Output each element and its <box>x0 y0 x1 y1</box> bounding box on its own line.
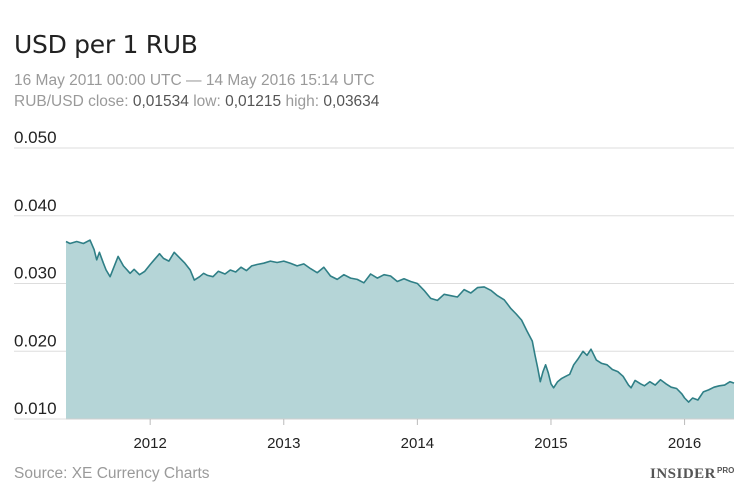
source-note: Source: XE Currency Charts <box>14 465 210 482</box>
stats-line: RUB/USD close: 0,01534 low: 0,01215 high… <box>14 93 379 111</box>
stats-close-label: RUB/USD close: <box>14 93 129 110</box>
y-tick-label: 0.030 <box>14 264 57 283</box>
chart-title: USD per 1 RUB <box>14 30 198 59</box>
y-tick-label: 0.010 <box>14 399 57 418</box>
y-tick-label: 0.040 <box>14 196 57 215</box>
x-tick-label: 2012 <box>133 435 166 452</box>
x-tick-label: 2013 <box>267 435 300 452</box>
x-tick-label: 2014 <box>401 435 434 452</box>
date-range: 16 May 2011 00:00 UTC — 14 May 2016 15:1… <box>14 72 375 89</box>
stats-close-value: 0,01534 <box>132 93 189 110</box>
stats-low-label: low: <box>193 93 221 110</box>
insider-pro-logo: INSIDERPRO <box>650 466 735 482</box>
x-tick-label: 2016 <box>668 435 701 452</box>
stats-high-label: high: <box>285 93 320 110</box>
stats-low-value: 0,01215 <box>225 93 282 110</box>
series-area <box>66 240 734 419</box>
y-tick-label: 0.020 <box>14 331 57 350</box>
stats-high-value: 0,03634 <box>323 93 380 110</box>
series-line <box>65 239 735 403</box>
x-tick-label: 2015 <box>534 435 567 452</box>
y-tick-label: 0.050 <box>14 128 57 147</box>
